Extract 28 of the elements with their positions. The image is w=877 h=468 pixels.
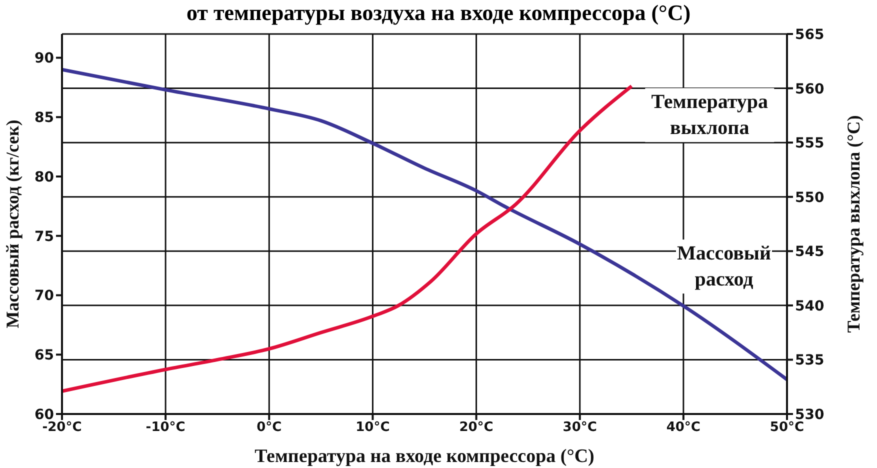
y2-tick-label: 540 bbox=[795, 298, 824, 314]
chart-title: от температуры воздуха на входе компрессора (°C) bbox=[185, 0, 692, 26]
x-tick-label: -10°C bbox=[146, 420, 186, 436]
x-tick-label: 30°C bbox=[562, 420, 597, 436]
y-tick-label: 85 bbox=[34, 110, 54, 126]
y2-tick-label: 535 bbox=[795, 352, 824, 369]
y-tick-label: 80 bbox=[34, 169, 54, 186]
y-tick-label: 70 bbox=[34, 288, 54, 304]
y2-tick-label: 560 bbox=[795, 81, 824, 98]
y-axis-title: Массовый расход (кг/сек) bbox=[2, 120, 22, 328]
x-tick-label: 50°C bbox=[770, 420, 804, 436]
y2-axis-title: Температура выхлопа (°C) bbox=[843, 115, 864, 333]
x-axis-title: Температура на входе компрессора (°C) bbox=[254, 446, 594, 467]
y-tick-label: 75 bbox=[34, 228, 54, 245]
series-label: Массовый расход bbox=[676, 242, 772, 291]
x-tick-label: -20°C bbox=[42, 420, 82, 436]
x-tick-label: 20°C bbox=[459, 420, 494, 436]
y2-tick-label: 550 bbox=[795, 190, 824, 206]
x-tick-label: 0°C bbox=[256, 420, 282, 436]
y2-tick-label: 545 bbox=[795, 244, 824, 260]
y2-tick-label: 565 bbox=[795, 26, 824, 43]
y-tick-label: 90 bbox=[34, 50, 54, 67]
series-label: Температура выхлопа bbox=[651, 91, 768, 140]
y-tick-label: 65 bbox=[34, 348, 54, 364]
line-series bbox=[62, 84, 634, 393]
y2-tick-label: 555 bbox=[795, 136, 824, 152]
x-tick-label: 40°C bbox=[666, 420, 700, 436]
x-tick-label: 10°C bbox=[356, 420, 390, 436]
